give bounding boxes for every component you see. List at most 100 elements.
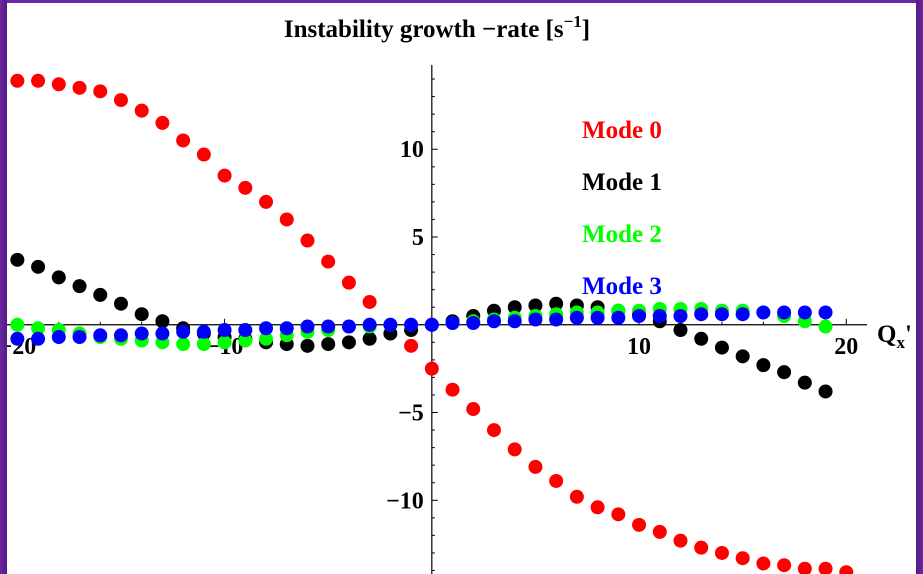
data-point: [51, 77, 66, 92]
data-point: [549, 312, 564, 327]
data-point: [113, 328, 128, 343]
data-point: [259, 194, 274, 209]
data-point: [31, 73, 46, 88]
data-point: [300, 233, 315, 248]
data-point: [113, 93, 128, 108]
data-point: [797, 375, 812, 390]
series-mode-1: [10, 252, 833, 399]
data-point: [10, 252, 25, 267]
data-point: [694, 307, 709, 322]
legend-entry: Mode 1: [582, 169, 662, 196]
data-point: [424, 361, 439, 376]
data-point: [611, 310, 626, 325]
chart-title: Instability growth −rate [s−1]: [284, 12, 590, 43]
data-point: [155, 326, 170, 341]
data-points: [10, 73, 854, 574]
data-point: [756, 556, 771, 571]
data-point: [383, 317, 398, 332]
data-point: [445, 382, 460, 397]
data-point: [155, 314, 170, 329]
data-point: [632, 308, 647, 323]
data-point: [673, 323, 688, 338]
y-tick-label: −5: [398, 401, 424, 427]
data-point: [31, 331, 46, 346]
data-point: [839, 565, 854, 574]
data-point: [51, 330, 66, 345]
data-point: [176, 337, 191, 352]
data-point: [238, 180, 253, 195]
data-point: [632, 517, 647, 532]
data-point: [279, 212, 294, 227]
data-point: [549, 296, 564, 311]
data-point: [176, 324, 191, 339]
data-point: [72, 80, 87, 95]
data-point: [735, 307, 750, 322]
data-point: [362, 317, 377, 332]
data-point: [507, 300, 522, 315]
data-point: [321, 337, 336, 352]
data-point: [424, 317, 439, 332]
x-tick-label: 20: [834, 334, 858, 360]
data-point: [777, 558, 792, 573]
data-point: [673, 308, 688, 323]
data-point: [238, 323, 253, 338]
data-point: [300, 319, 315, 334]
data-point: [797, 561, 812, 574]
data-point: [217, 168, 232, 183]
legend-entry: Mode 0: [582, 117, 662, 144]
data-point: [196, 324, 211, 339]
data-point: [341, 319, 356, 334]
data-point: [134, 103, 149, 118]
data-point: [466, 316, 481, 331]
data-point: [300, 338, 315, 353]
data-point: [486, 314, 501, 329]
y-tick-label: 5: [412, 225, 424, 251]
data-point: [217, 335, 232, 350]
data-point: [486, 423, 501, 438]
data-point: [590, 500, 605, 515]
data-point: [735, 349, 750, 364]
data-point: [155, 115, 170, 130]
data-point: [10, 317, 25, 332]
x-tick-label: 10: [627, 334, 651, 360]
growth-rate-chart: Instability growth −rate [s−1] −20−10102…: [7, 12, 912, 574]
data-point: [777, 365, 792, 380]
legend-entry: Mode 3: [582, 273, 662, 300]
data-point: [321, 254, 336, 269]
data-point: [818, 305, 833, 320]
data-point: [321, 319, 336, 334]
data-point: [51, 270, 66, 285]
data-point: [362, 294, 377, 309]
data-point: [196, 337, 211, 352]
legend: Mode 0 Mode 1 Mode 2 Mode 3: [582, 117, 662, 300]
data-point: [31, 259, 46, 274]
data-point: [549, 473, 564, 488]
x-axis-label: Qx': [877, 321, 912, 352]
data-point: [652, 524, 667, 539]
data-point: [818, 319, 833, 334]
data-point: [528, 312, 543, 327]
data-point: [445, 316, 460, 331]
data-point: [797, 305, 812, 320]
data-point: [134, 307, 149, 322]
data-point: [404, 338, 419, 353]
y-tick-label: −10: [386, 488, 424, 514]
data-point: [341, 335, 356, 350]
data-point: [694, 540, 709, 555]
data-point: [818, 384, 833, 399]
data-point: [10, 73, 25, 88]
data-point: [217, 323, 232, 338]
series-mode-2: [10, 301, 833, 352]
data-point: [72, 330, 87, 345]
series-mode-0: [10, 73, 854, 574]
data-point: [176, 133, 191, 148]
data-point: [694, 331, 709, 346]
data-point: [507, 314, 522, 329]
data-point: [31, 321, 46, 336]
data-point: [652, 308, 667, 323]
data-point: [196, 147, 211, 162]
data-point: [93, 287, 108, 302]
data-point: [528, 459, 543, 474]
data-point: [569, 489, 584, 504]
